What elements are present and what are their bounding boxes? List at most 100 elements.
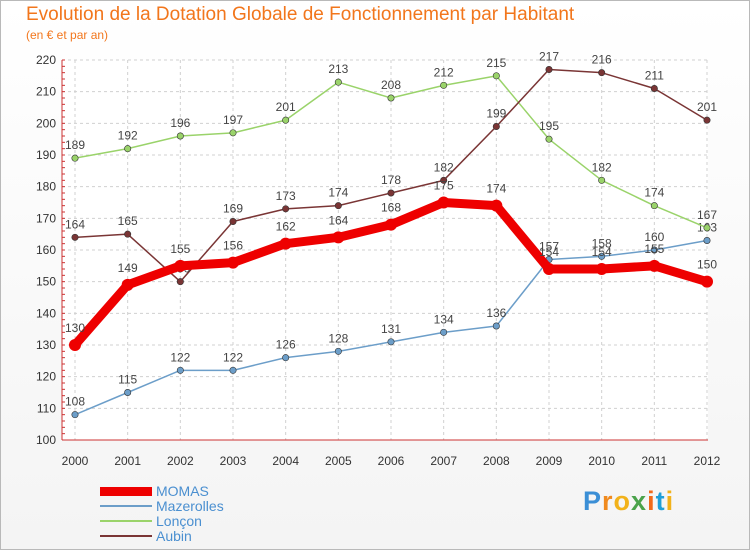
data-label-aubin: 201: [697, 100, 717, 114]
data-point-mazerolles: [387, 338, 395, 346]
logo-letter: t: [655, 486, 666, 516]
data-label-momas: 154: [592, 245, 612, 259]
data-label-mazerolles: 131: [381, 322, 401, 336]
data-label-momas: 175: [434, 179, 454, 193]
data-point-mazerolles: [229, 366, 237, 374]
data-label-loncon: 208: [381, 78, 401, 92]
line-chart: 100 110 120 130 140 150 160 170 180 190 200 210 220 2…: [36, 50, 721, 469]
y-tick-label: 140: [36, 306, 56, 320]
y-tick-label: 180: [36, 180, 56, 194]
data-point-loncon: [282, 116, 290, 124]
data-point-mazerolles: [650, 246, 658, 254]
data-label-aubin: 182: [434, 160, 454, 174]
legend-swatch: [100, 486, 152, 496]
x-tick-label: 2005: [325, 454, 352, 468]
x-tick-label: 2012: [694, 454, 721, 468]
data-point-aubin: [334, 202, 342, 210]
data-label-aubin: 178: [381, 173, 401, 187]
data-point-aubin: [124, 230, 132, 238]
data-point-momas: [543, 263, 555, 275]
legend-label: MOMAS: [156, 483, 209, 499]
data-point-momas: [279, 237, 292, 250]
data-label-momas: 130: [65, 321, 85, 335]
data-point-mazerolles: [703, 237, 711, 245]
y-tick-label: 200: [36, 116, 56, 130]
y-tick-label: 220: [36, 53, 56, 67]
data-point-mazerolles: [598, 252, 606, 260]
data-point-momas: [595, 263, 608, 275]
legend-swatch: [100, 505, 152, 507]
data-point-mazerolles: [282, 354, 290, 362]
data-label-mazerolles: 134: [434, 312, 454, 326]
data-label-loncon: 201: [276, 100, 296, 114]
data-point-mazerolles: [71, 411, 79, 419]
chart-title: Evolution de la Dotation Globale de Fonc…: [26, 4, 575, 25]
x-tick-label: 2007: [430, 454, 457, 468]
data-label-momas: 156: [223, 239, 243, 253]
x-tick-label: 2001: [114, 454, 141, 468]
data-point-momas: [174, 259, 187, 272]
data-point-mazerolles: [440, 328, 448, 336]
data-point-aubin: [282, 205, 290, 213]
data-label-momas: 149: [118, 261, 138, 275]
data-label-momas: 154: [539, 245, 559, 259]
data-label-momas: 155: [644, 242, 664, 256]
data-label-loncon: 195: [539, 119, 559, 133]
y-tick-label: 100: [36, 433, 56, 447]
data-label-mazerolles: 136: [486, 306, 506, 320]
data-point-aubin: [229, 218, 237, 226]
data-label-loncon: 174: [644, 186, 664, 200]
data-point-loncon: [545, 135, 553, 143]
data-label-momas: 174: [486, 182, 506, 196]
logo-letter: r: [602, 486, 614, 516]
data-point-mazerolles: [334, 347, 342, 355]
data-point-loncon: [176, 132, 184, 140]
data-point-loncon: [650, 202, 658, 210]
data-label-loncon: 192: [118, 129, 138, 143]
data-point-aubin: [545, 66, 553, 74]
data-label-loncon: 213: [328, 62, 348, 76]
legend-swatch: [100, 520, 152, 522]
x-tick-label: 2006: [378, 454, 405, 468]
x-tick-label: 2010: [588, 454, 615, 468]
legend-swatch: [100, 535, 152, 537]
data-point-aubin: [492, 123, 500, 131]
data-point-aubin: [598, 69, 606, 77]
logo-letter: x: [631, 486, 648, 516]
data-point-mazerolles: [492, 322, 500, 330]
data-point-loncon: [71, 154, 79, 162]
y-tick-label: 160: [36, 243, 56, 257]
data-label-mazerolles: 128: [328, 331, 348, 345]
data-label-loncon: 167: [697, 208, 717, 222]
logo-letter: P: [583, 486, 603, 516]
data-label-aubin: 169: [223, 202, 243, 216]
data-point-aubin: [703, 116, 711, 124]
logo-letter: i: [665, 486, 675, 516]
y-tick-label: 150: [36, 275, 56, 289]
x-tick-label: 2002: [167, 454, 194, 468]
data-label-aubin: 217: [539, 50, 559, 64]
legend-label: Aubin: [156, 528, 192, 544]
y-tick-label: 190: [36, 148, 56, 162]
data-label-mazerolles: 108: [65, 395, 85, 409]
data-point-loncon: [334, 78, 342, 86]
data-label-momas: 164: [328, 213, 348, 227]
data-label-aubin: 173: [276, 189, 296, 203]
data-point-loncon: [598, 176, 606, 184]
plot-area: [62, 60, 708, 440]
y-tick-label: 130: [36, 338, 56, 352]
x-tick-label: 2003: [220, 454, 247, 468]
data-point-momas: [332, 231, 345, 244]
data-point-momas: [490, 199, 503, 212]
data-point-loncon: [387, 94, 395, 102]
data-label-loncon: 196: [170, 116, 190, 130]
data-point-momas: [227, 256, 239, 269]
data-point-aubin: [650, 85, 658, 93]
data-label-loncon: 197: [223, 113, 243, 127]
x-tick-label: 2008: [483, 454, 510, 468]
data-label-aubin: 164: [65, 217, 85, 231]
data-label-momas: 162: [276, 220, 296, 234]
data-point-loncon: [229, 129, 237, 137]
data-label-momas: 155: [170, 242, 190, 256]
chart-subtitle: (en € et par an): [26, 28, 109, 42]
